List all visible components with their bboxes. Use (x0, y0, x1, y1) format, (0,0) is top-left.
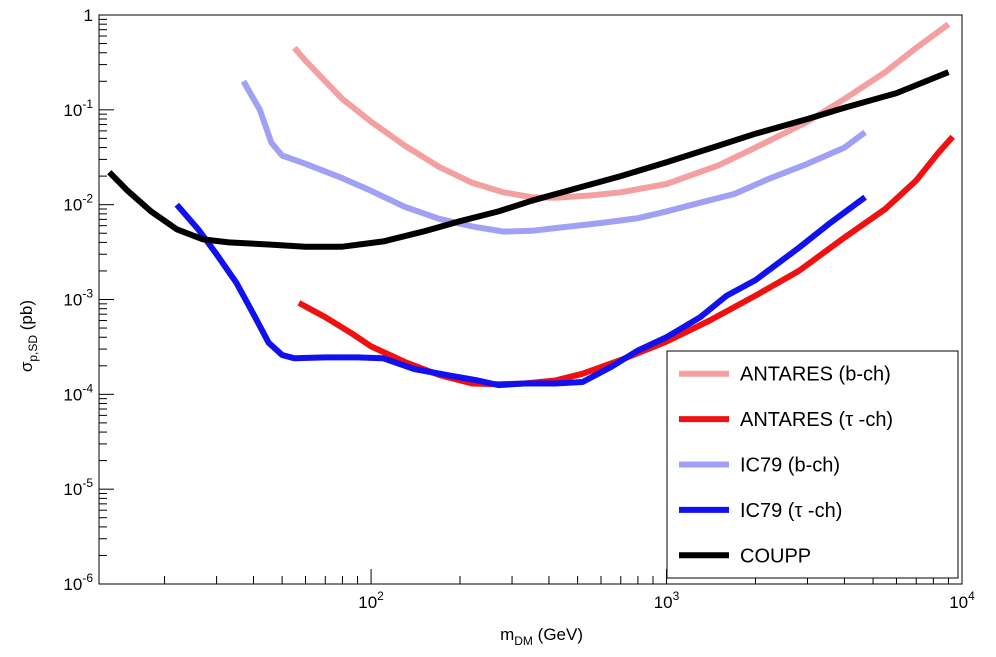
legend: ANTARES (b-ch) ANTARES (τ -ch) IC79 (b-ch)… (666, 350, 959, 579)
x-axis-title: mDM (GeV) (500, 625, 583, 648)
y-tick-label: 10-5 (63, 476, 93, 499)
y-tick-label: 10-3 (63, 287, 93, 310)
legend-label: ANTARES (τ -ch) (740, 409, 893, 431)
y-tick-label: 1 (84, 6, 93, 25)
legend-label: IC79 (τ -ch) (740, 500, 842, 522)
series-line-antares-b-ch (292, 21, 951, 201)
y-tick-label: 10-1 (63, 97, 93, 120)
legend-label: COUPP (740, 545, 811, 567)
y-tick-label: 10-6 (63, 571, 93, 594)
y-axis-title: σp,SD (pb) (17, 300, 40, 372)
series-line-ic79-b-ch (240, 79, 867, 235)
y-tick-label: 10-2 (63, 192, 93, 215)
legend-label: ANTARES (b-ch) (740, 364, 891, 386)
x-tick-label: 104 (949, 589, 975, 612)
y-tick-label: 10-4 (63, 381, 93, 404)
series-line-antares-ch (297, 134, 955, 388)
x-tick-label: 102 (358, 589, 384, 612)
labels-layer: 102 103 104 1 10-1 10-2 10-3 10-4 10-5 10-6 (63, 6, 975, 612)
series-layer (107, 21, 955, 389)
series-line-coupp (107, 69, 950, 250)
series-line-ic79-ch (174, 194, 867, 389)
ticks-layer (99, 14, 963, 585)
legend-label: IC79 (b-ch) (740, 455, 840, 477)
x-tick-label: 103 (654, 589, 680, 612)
